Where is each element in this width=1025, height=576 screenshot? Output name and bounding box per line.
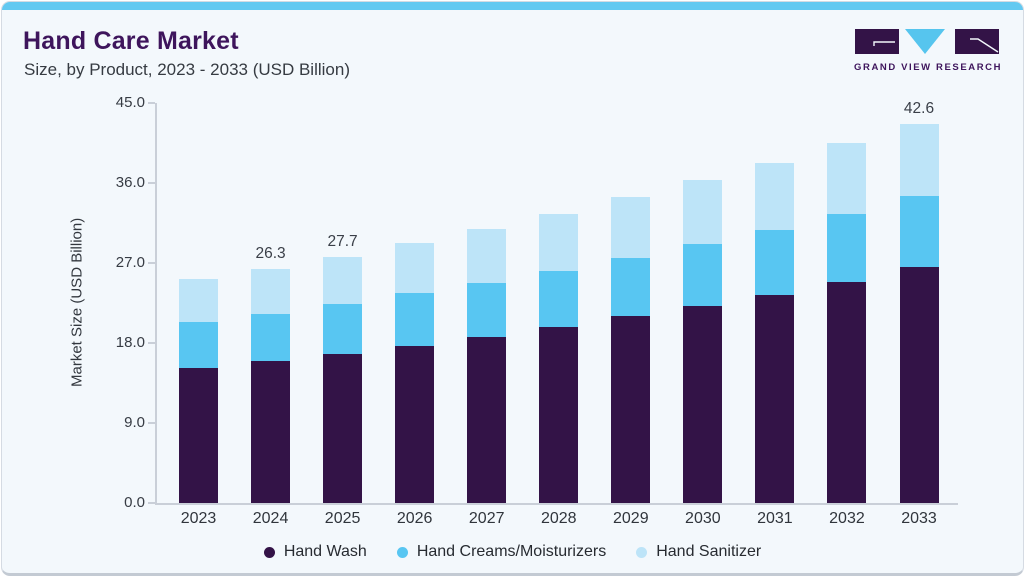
plot-area: 0.0 9.0 18.0 27.0 36.0 45.0 2023 26.3 2024 27.7 20… xyxy=(116,94,958,527)
x-tick-label: 2028 xyxy=(540,510,577,527)
y-tick-mark xyxy=(148,182,155,184)
x-tick-label: 2031 xyxy=(757,510,793,527)
y-tick-mark xyxy=(148,502,155,504)
bar-segment-2028-hand-sanitizer xyxy=(539,214,579,271)
bar-segment-2031-hand-sanitizer xyxy=(755,162,795,231)
bar-segment-2023-hand-creams-moisturizers xyxy=(179,321,218,368)
legend-label: Hand Wash xyxy=(283,543,367,560)
bar-segment-2027-hand-creams-moisturizers xyxy=(467,282,507,337)
bar-segment-2024-hand-sanitizer xyxy=(251,269,291,314)
bar-segment-2031-hand-creams-moisturizers xyxy=(755,230,795,295)
bar-segment-2032-hand-creams-moisturizers xyxy=(827,214,867,282)
y-tick-label: 18.0 xyxy=(115,334,145,351)
gvr-logo-icon xyxy=(855,29,999,54)
bar-segment-2026-hand-sanitizer xyxy=(395,243,435,294)
bar-segment-2024-hand-creams-moisturizers xyxy=(251,313,291,361)
bar-segment-2033-hand-wash xyxy=(899,267,939,503)
legend-label: Hand Creams/Moisturizers xyxy=(416,543,607,560)
bar-segment-2027-hand-wash xyxy=(467,336,507,503)
bar-total-label: 26.3 xyxy=(255,245,286,263)
bar-segment-2030-hand-wash xyxy=(683,305,723,503)
y-tick-mark xyxy=(148,342,155,344)
bar-segment-2028-hand-creams-moisturizers xyxy=(539,271,579,327)
legend-dot-icon xyxy=(636,546,648,558)
legend-dot-icon xyxy=(263,546,275,558)
brand-name: GRAND VIEW RESEARCH xyxy=(854,62,1003,73)
bar-segment-2030-hand-sanitizer xyxy=(683,180,723,245)
x-axis-line xyxy=(155,503,958,505)
y-tick-label: 36.0 xyxy=(115,174,145,191)
bar-segment-2031-hand-wash xyxy=(755,295,795,503)
bar-segment-2026-hand-wash xyxy=(395,345,435,503)
y-axis-title: Market Size (USD Billion) xyxy=(68,217,86,387)
bar-segment-2029-hand-wash xyxy=(611,316,651,503)
bar-segment-2030-hand-creams-moisturizers xyxy=(683,244,723,306)
y-tick-mark xyxy=(148,422,155,424)
bar-segment-2027-hand-sanitizer xyxy=(467,229,507,283)
bar-total-label: 42.6 xyxy=(903,100,935,118)
bar-segment-2033-hand-sanitizer xyxy=(899,124,939,197)
x-tick-label: 2032 xyxy=(829,510,865,527)
gvr-logo: GRAND VIEW RESEARCH xyxy=(854,29,1003,73)
y-tick-label: 27.0 xyxy=(115,254,145,271)
legend-label: Hand Sanitizer xyxy=(656,543,762,560)
page-subtitle: Size, by Product, 2023 - 2033 (USD Billi… xyxy=(24,60,350,79)
y-axis-line xyxy=(155,103,157,503)
x-tick-label: 2024 xyxy=(252,510,289,527)
bar-segment-2033-hand-creams-moisturizers xyxy=(899,196,939,268)
x-tick-label: 2025 xyxy=(324,510,361,527)
top-accent-bar xyxy=(2,2,1023,10)
legend: Hand Wash Hand Creams/Moisturizers Hand Sa… xyxy=(2,539,1023,565)
y-tick-label: 9.0 xyxy=(124,414,145,431)
x-tick-label: 2023 xyxy=(180,510,217,527)
bar-segment-2029-hand-creams-moisturizers xyxy=(611,257,651,317)
legend-dot-icon xyxy=(396,546,408,558)
y-tick-mark xyxy=(148,262,155,264)
x-tick-label: 2026 xyxy=(396,510,433,527)
bar-segment-2024-hand-wash xyxy=(251,360,291,503)
y-tick-mark xyxy=(148,102,155,104)
x-tick-label: 2030 xyxy=(685,510,721,527)
bar-segment-2025-hand-sanitizer xyxy=(323,256,363,304)
legend-item-hand-creams-moisturizers: Hand Creams/Moisturizers xyxy=(396,543,607,561)
bar-segment-2026-hand-creams-moisturizers xyxy=(395,293,435,346)
bar-segment-2023-hand-wash xyxy=(179,367,218,503)
legend-item-hand-sanitizer: Hand Sanitizer xyxy=(636,543,761,561)
bar-segment-2029-hand-sanitizer xyxy=(611,197,651,258)
bar-segment-2032-hand-wash xyxy=(827,281,867,503)
y-tick-label: 0.0 xyxy=(124,494,145,511)
x-tick-label: 2027 xyxy=(468,510,505,527)
bar-segment-2023-hand-sanitizer xyxy=(179,279,218,322)
x-tick-label: 2033 xyxy=(901,510,937,527)
bar-segment-2032-hand-sanitizer xyxy=(827,143,867,215)
bar-total-label: 27.7 xyxy=(327,232,358,250)
x-tick-label: 2029 xyxy=(613,510,649,527)
y-tick-label: 45.0 xyxy=(115,94,145,111)
legend-item-hand-wash: Hand Wash xyxy=(263,543,367,561)
bar-segment-2028-hand-wash xyxy=(539,327,579,503)
bar-segment-2025-hand-creams-moisturizers xyxy=(323,303,363,354)
bar-segment-2025-hand-wash xyxy=(323,353,363,503)
page-title: Hand Care Market xyxy=(23,27,239,55)
